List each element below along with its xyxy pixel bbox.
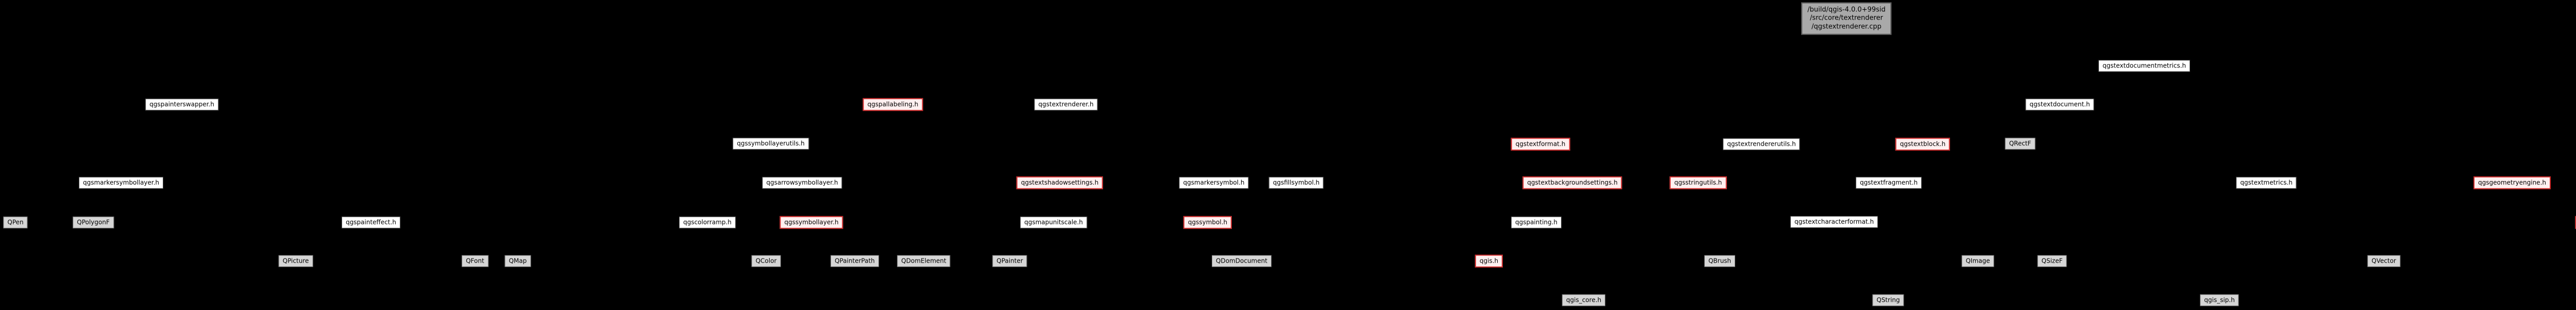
node-qgsstringutils-h[interactable]: qgsstringutils.h — [1669, 176, 1727, 190]
node-qgsgeometry-h[interactable]: qgsgeometry.h — [2575, 216, 2576, 229]
node-qdomdocument[interactable]: QDomDocument — [1212, 255, 1272, 267]
node-qstring[interactable]: QString — [1872, 294, 1904, 306]
node-qrectf[interactable]: QRectF — [2005, 137, 2036, 150]
node-qpainterpath[interactable]: QPainterPath — [831, 255, 879, 267]
node-qgspainterswapper-h[interactable]: qgspainterswapper.h — [145, 98, 218, 111]
node-qdomelement[interactable]: QDomElement — [897, 255, 951, 267]
node-qsizef[interactable]: QSizeF — [2037, 255, 2067, 267]
node-qgsarrowsymbollayer-h[interactable]: qgsarrowsymbollayer.h — [762, 177, 842, 189]
node-qfont[interactable]: QFont — [462, 255, 488, 267]
node-qgstextbackgroundsettings-h[interactable]: qgstextbackgroundsettings.h — [1522, 176, 1622, 190]
node-qgssymbollayer-h[interactable]: qgssymbollayer.h — [779, 216, 843, 229]
node-root[interactable]: /build/qgis-4.0.0+99sid /src/core/textre… — [1801, 2, 1892, 35]
node-qcolor[interactable]: QColor — [751, 255, 781, 267]
node-qgsfillsymbol-h[interactable]: qgsfillsymbol.h — [1268, 177, 1324, 189]
node-qgstextrenderer-h[interactable]: qgstextrenderer.h — [1034, 98, 1098, 111]
node-qpicture[interactable]: QPicture — [278, 255, 313, 267]
node-qgstextmetrics-h[interactable]: qgstextmetrics.h — [2236, 177, 2297, 189]
node-qgstextrendererutils-h[interactable]: qgstextrendererutils.h — [1723, 138, 1800, 150]
node-qgssymbol-h[interactable]: qgssymbol.h — [1183, 216, 1232, 229]
node-qgis-sip-h[interactable]: qgis_sip.h — [2200, 294, 2239, 306]
node-qgspainting-h[interactable]: qgspainting.h — [1511, 216, 1562, 229]
node-qgstextdocument-h[interactable]: qgstextdocument.h — [2025, 98, 2094, 111]
node-qgsgeometryengine-h[interactable]: qgsgeometryengine.h — [2473, 176, 2551, 190]
node-qimage[interactable]: QImage — [1961, 255, 1994, 267]
node-qpen[interactable]: QPen — [3, 216, 28, 229]
node-qgscolorramp-h[interactable]: qgscolorramp.h — [679, 216, 736, 229]
node-qpolygonf[interactable]: QPolygonF — [73, 216, 114, 229]
node-qgstextblock-h[interactable]: qgstextblock.h — [1895, 137, 1951, 151]
node-qgis-h[interactable]: qgis.h — [1475, 254, 1503, 268]
node-qgstextshadowsettings-h[interactable]: qgstextshadowsettings.h — [1016, 176, 1104, 190]
node-qgsmapunitscale-h[interactable]: qgsmapunitscale.h — [1020, 216, 1087, 229]
node-qgstextformat-h[interactable]: qgstextformat.h — [1511, 137, 1570, 151]
node-qgstextdocumentmetrics-h[interactable]: qgstextdocumentmetrics.h — [2098, 60, 2191, 72]
node-qgspallabeling-h[interactable]: qgspallabeling.h — [862, 98, 923, 111]
node-qvector[interactable]: QVector — [2367, 255, 2400, 267]
node-qgssymbollayerutils-h[interactable]: qgssymbollayerutils.h — [733, 137, 809, 150]
node-qgstextcharacterformat-h[interactable]: qgstextcharacterformat.h — [1790, 216, 1878, 228]
node-qgstextfragment-h[interactable]: qgstextfragment.h — [1855, 177, 1922, 189]
node-qgis-core-h[interactable]: qgis_core.h — [1562, 294, 1606, 306]
node-qmap[interactable]: QMap — [504, 255, 531, 267]
node-qbrush[interactable]: QBrush — [1704, 255, 1736, 267]
node-qgspainteffect-h[interactable]: qgspainteffect.h — [342, 216, 400, 229]
node-qpainter[interactable]: QPainter — [992, 255, 1027, 267]
node-qgsmarkersymbollayer-h[interactable]: qgsmarkersymbollayer.h — [78, 177, 164, 189]
node-qgsmarkersymbol-h[interactable]: qgsmarkersymbol.h — [1179, 177, 1249, 189]
